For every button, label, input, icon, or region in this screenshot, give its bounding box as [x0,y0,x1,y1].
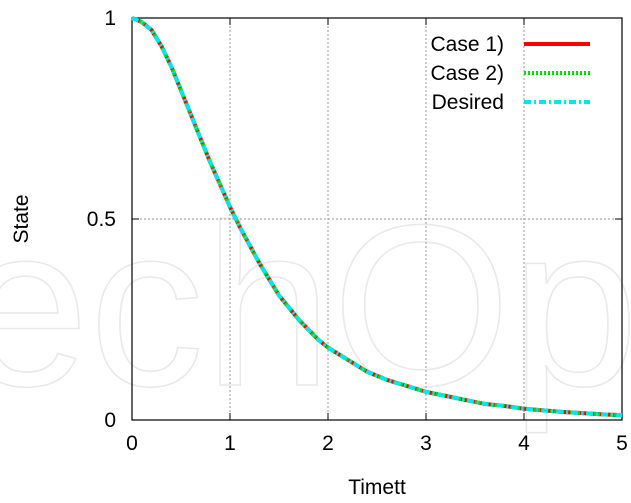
series-layer [131,16,623,418]
x-tick-label: 0 [126,432,138,455]
x-tick-label: 4 [518,432,530,455]
y-tick-label: 1 [104,7,116,30]
x-tick-label: 3 [420,432,432,455]
legend-label: Case 2) [430,62,504,85]
legend-label: Desired [432,91,504,114]
legend-label: Case 1) [430,33,504,56]
x-tick-label: 5 [616,432,628,455]
legend: Case 1) Case 2) Desired [430,33,590,114]
grid [132,18,622,420]
x-tick-label: 1 [224,432,236,455]
axis-ticks: 0 1 2 3 4 5 0 0.5 1 [87,7,628,455]
x-axis-title: Timett [348,476,406,499]
x-tick-label: 2 [322,432,334,455]
series-line-3 [131,16,623,418]
y-axis-title: State [10,194,33,243]
y-tick-label: 0.5 [87,208,116,231]
y-tick-label: 0 [104,409,116,432]
